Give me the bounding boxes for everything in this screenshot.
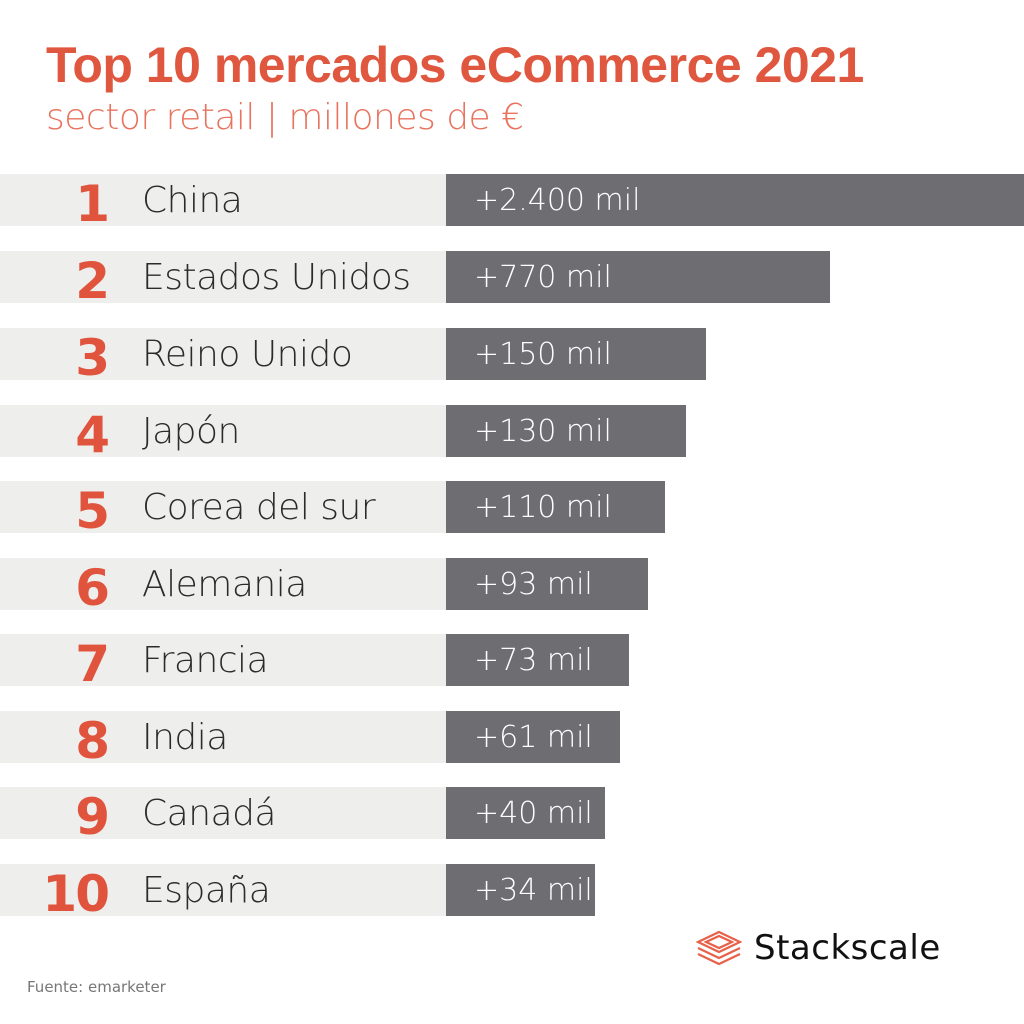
chart-row: 2 Estados Unidos +770 mil <box>0 251 1024 310</box>
country-label: Estados Unidos <box>142 257 411 298</box>
value-bar: +73 mil <box>446 634 629 686</box>
value-bar: +130 mil <box>446 405 686 457</box>
value-bar: +61 mil <box>446 711 620 763</box>
value-label: +130 mil <box>474 414 612 449</box>
chart-row: 3 Reino Unido +150 mil <box>0 328 1024 387</box>
value-label: +770 mil <box>474 260 612 295</box>
page-title: Top 10 mercados eCommerce 2021 <box>46 37 864 93</box>
rank-number: 8 <box>75 712 110 770</box>
chart-row: 9 Canadá +40 mil <box>0 787 1024 846</box>
value-label: +150 mil <box>474 337 612 372</box>
value-bar: +93 mil <box>446 558 648 610</box>
value-bar: +150 mil <box>446 328 706 380</box>
country-label: Japón <box>142 411 240 452</box>
value-label: +61 mil <box>474 720 593 755</box>
value-label: +34 mil <box>474 873 593 908</box>
brand-logo: Stackscale <box>696 928 941 968</box>
row-background <box>0 405 446 457</box>
rank-number: 10 <box>42 865 110 923</box>
rank-number: 1 <box>75 175 110 233</box>
rank-number: 4 <box>75 406 110 464</box>
country-label: Canadá <box>142 793 277 834</box>
country-label: España <box>142 870 271 911</box>
value-label: +73 mil <box>474 643 593 678</box>
row-background <box>0 251 446 303</box>
country-label: Corea del sur <box>142 487 376 528</box>
value-label: +40 mil <box>474 796 593 831</box>
country-label: Alemania <box>142 564 307 605</box>
country-label: China <box>142 180 243 221</box>
chart-row: 1 China +2.400 mil <box>0 174 1024 233</box>
rank-number: 3 <box>75 329 110 387</box>
chart-row: 5 Corea del sur +110 mil <box>0 481 1024 540</box>
row-background <box>0 864 446 916</box>
country-label: Reino Unido <box>142 334 353 375</box>
row-background <box>0 634 446 686</box>
stackscale-logo-icon <box>696 930 742 966</box>
value-bar: +2.400 mil <box>446 174 1024 226</box>
rank-number: 6 <box>75 559 110 617</box>
value-bar: +34 mil <box>446 864 595 916</box>
value-bar: +770 mil <box>446 251 830 303</box>
rank-number: 5 <box>75 482 110 540</box>
rank-number: 2 <box>75 252 110 310</box>
rank-number: 9 <box>75 788 110 846</box>
value-label: +93 mil <box>474 567 593 602</box>
chart-row: 8 India +61 mil <box>0 711 1024 770</box>
chart-row: 6 Alemania +93 mil <box>0 558 1024 617</box>
chart-row: 4 Japón +130 mil <box>0 405 1024 464</box>
row-background <box>0 328 446 380</box>
chart-row: 10 España +34 mil <box>0 864 1024 923</box>
value-label: +110 mil <box>474 490 612 525</box>
country-label: Francia <box>142 640 269 681</box>
chart-row: 7 Francia +73 mil <box>0 634 1024 693</box>
row-background <box>0 174 446 226</box>
row-background <box>0 711 446 763</box>
value-label: +2.400 mil <box>474 183 641 218</box>
rank-number: 7 <box>75 635 110 693</box>
row-background <box>0 787 446 839</box>
page-subtitle: sector retail | millones de € <box>46 97 524 138</box>
row-background <box>0 558 446 610</box>
row-background <box>0 481 446 533</box>
country-label: India <box>142 717 228 758</box>
source-note: Fuente: emarketer <box>27 978 166 996</box>
value-bar: +110 mil <box>446 481 665 533</box>
value-bar: +40 mil <box>446 787 605 839</box>
brand-name: Stackscale <box>754 928 941 968</box>
